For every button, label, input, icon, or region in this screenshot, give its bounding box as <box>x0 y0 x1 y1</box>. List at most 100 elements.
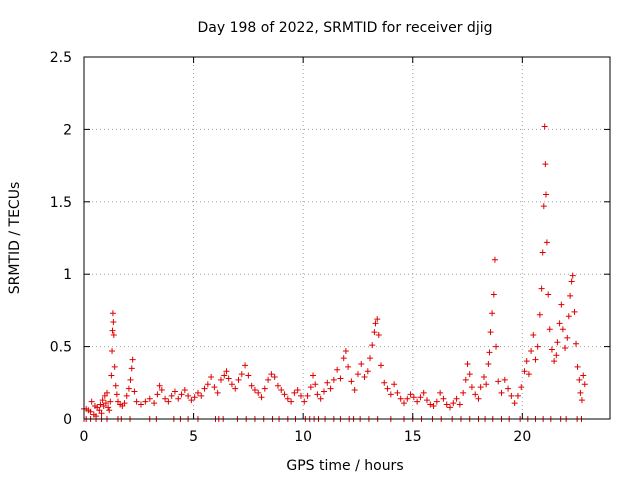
data-point <box>571 308 578 315</box>
data-point <box>374 316 381 323</box>
data-point <box>440 395 447 402</box>
data-points <box>81 123 588 420</box>
data-point <box>534 343 541 350</box>
data-point <box>334 366 341 373</box>
data-point <box>87 408 94 415</box>
data-point <box>456 401 463 408</box>
data-point <box>238 371 245 378</box>
data-point <box>394 389 401 396</box>
data-point <box>354 371 361 378</box>
data-point <box>574 363 581 370</box>
data-point <box>536 311 543 318</box>
y-tick-label: 0.5 <box>50 340 72 356</box>
data-point <box>271 374 278 381</box>
data-point <box>113 391 120 398</box>
data-point <box>137 401 144 408</box>
data-point <box>201 385 208 392</box>
data-point <box>310 372 317 379</box>
data-point <box>107 398 114 405</box>
data-point <box>569 272 576 279</box>
data-point <box>225 375 232 382</box>
data-point <box>466 371 473 378</box>
data-point <box>538 285 545 292</box>
data-point <box>251 387 258 394</box>
data-point <box>307 384 314 391</box>
data-point <box>567 292 574 299</box>
data-point <box>127 376 134 383</box>
data-point <box>577 389 584 396</box>
data-point <box>274 382 281 389</box>
data-point <box>430 402 437 409</box>
data-point <box>487 329 494 336</box>
data-point <box>288 398 295 405</box>
data-point <box>162 395 169 402</box>
data-point <box>514 392 521 399</box>
data-point <box>297 392 304 399</box>
data-point <box>581 381 588 388</box>
data-point <box>417 394 424 401</box>
data-point <box>351 387 358 394</box>
data-point <box>498 389 505 396</box>
data-point <box>573 340 580 347</box>
data-point <box>214 389 221 396</box>
x-axis-label: GPS time / hours <box>286 458 403 474</box>
data-point <box>211 384 218 391</box>
data-point <box>375 332 382 339</box>
data-point <box>565 313 572 320</box>
data-point <box>304 392 311 399</box>
data-point <box>235 376 242 383</box>
data-point <box>562 345 569 352</box>
data-point <box>324 379 331 386</box>
data-point <box>546 326 553 333</box>
y-tick-label: 2.5 <box>50 50 72 66</box>
data-point <box>453 395 460 402</box>
data-point <box>342 347 349 354</box>
grid-lines <box>84 57 610 419</box>
data-point <box>208 374 215 381</box>
data-point <box>314 391 321 398</box>
data-point <box>112 382 119 389</box>
data-point <box>154 391 161 398</box>
x-tick-label: 10 <box>294 429 312 445</box>
x-tick-label: 20 <box>513 429 531 445</box>
data-point <box>397 395 404 402</box>
data-point <box>541 123 548 130</box>
data-point <box>265 376 272 383</box>
data-point <box>317 395 324 402</box>
data-point <box>542 161 549 168</box>
y-tick-label: 1 <box>63 267 72 283</box>
data-point <box>372 320 379 327</box>
data-point <box>348 378 355 385</box>
data-point <box>340 355 347 362</box>
data-point <box>491 256 498 263</box>
x-tick-label: 0 <box>80 429 89 445</box>
data-point <box>133 398 140 405</box>
data-point <box>151 400 158 407</box>
data-point <box>407 391 414 398</box>
data-point <box>433 398 440 405</box>
data-point <box>553 352 560 359</box>
data-point <box>291 389 298 396</box>
data-point <box>420 389 427 396</box>
data-point <box>528 347 535 354</box>
data-point <box>391 381 398 388</box>
data-point <box>106 407 113 414</box>
data-point <box>337 375 344 382</box>
data-point <box>330 376 337 383</box>
tick-labels: 0 5 10 15 20 0 0.5 1 1.5 2 2.5 <box>50 50 532 445</box>
data-point <box>495 378 502 385</box>
data-point <box>443 401 450 408</box>
data-point <box>558 301 565 308</box>
data-point <box>381 379 388 386</box>
data-point <box>480 374 487 381</box>
data-point <box>98 410 105 417</box>
data-point <box>97 401 104 408</box>
data-point <box>109 347 116 354</box>
data-point <box>258 394 265 401</box>
data-point <box>88 398 95 405</box>
data-point <box>551 358 558 365</box>
data-point <box>158 387 165 394</box>
data-point <box>472 391 479 398</box>
data-point <box>232 385 239 392</box>
